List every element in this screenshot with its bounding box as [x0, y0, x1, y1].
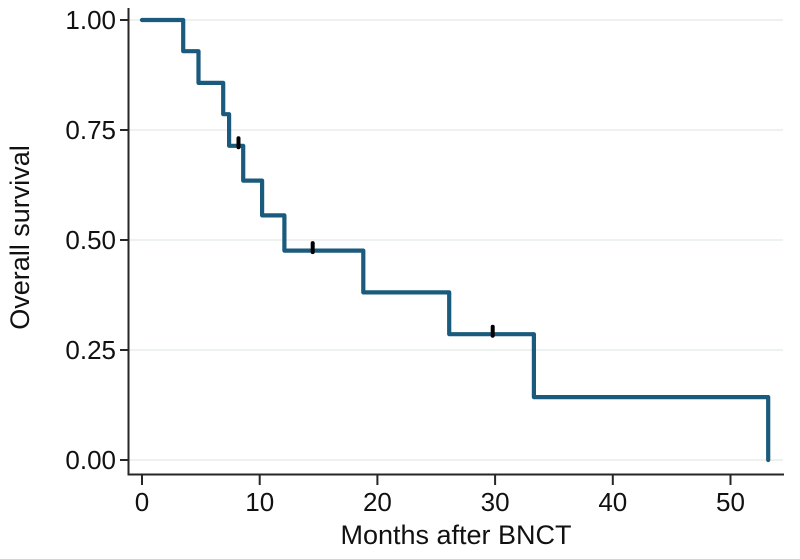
x-tick-label: 30: [481, 487, 510, 517]
y-tick-label: 0.50: [65, 225, 116, 255]
y-tick-label: 0.00: [65, 445, 116, 475]
censor-tick: [310, 241, 315, 255]
x-axis-title: Months after BNCT: [340, 520, 572, 550]
x-tick-label: 50: [716, 487, 745, 517]
x-tick-label: 20: [363, 487, 392, 517]
x-tick-label: 10: [245, 487, 274, 517]
x-tick-label: 0: [135, 487, 149, 517]
y-tick-label: 0.25: [65, 335, 116, 365]
censor-tick: [490, 324, 495, 338]
y-tick-label: 1.00: [65, 5, 116, 35]
x-tick-label: 40: [598, 487, 627, 517]
censor-tick: [236, 136, 241, 150]
survival-step-curve: [139, 17, 771, 463]
y-tick-label: 0.75: [65, 115, 116, 145]
